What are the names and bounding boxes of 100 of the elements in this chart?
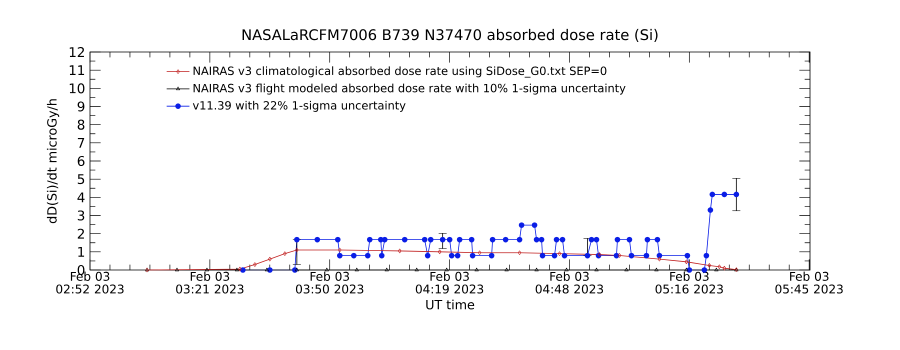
point	[234, 268, 239, 272]
point	[414, 268, 419, 272]
point	[502, 236, 508, 242]
point	[626, 236, 632, 242]
x-tick-label: Feb 03 04:19 2023	[416, 272, 484, 294]
point	[714, 268, 718, 272]
y-tick-label: 5	[78, 174, 84, 184]
point	[718, 264, 722, 269]
point	[554, 236, 560, 242]
point	[564, 268, 569, 272]
point	[708, 263, 712, 268]
x-tick-label: Feb 03 05:16 2023	[656, 272, 723, 294]
point	[722, 192, 728, 198]
point	[594, 268, 599, 272]
point	[584, 252, 590, 258]
point	[438, 250, 442, 254]
point	[446, 236, 452, 242]
point	[204, 268, 209, 272]
y-tick-label: 8	[78, 120, 84, 130]
point	[654, 268, 658, 272]
point	[474, 268, 479, 272]
point	[253, 262, 257, 267]
y-tick-label: 2	[78, 228, 84, 239]
point	[684, 252, 690, 258]
y-tick-label: 3	[78, 210, 84, 221]
point	[504, 268, 509, 272]
y-tick-label: 11	[70, 65, 84, 76]
point	[364, 252, 371, 258]
point	[518, 222, 524, 228]
point	[384, 268, 389, 272]
point	[540, 252, 546, 258]
point	[516, 236, 522, 242]
point	[588, 236, 594, 242]
x-tick-label: Feb 03 04:48 2023	[536, 272, 604, 294]
point	[644, 252, 650, 258]
point	[354, 268, 359, 272]
point	[448, 252, 454, 258]
point	[560, 236, 566, 242]
point	[283, 251, 287, 256]
point	[532, 222, 538, 228]
legend-label: v11.39 with 22% 1-sigma uncertainty	[192, 100, 406, 112]
point	[734, 192, 740, 198]
point	[658, 256, 662, 262]
point	[490, 236, 496, 242]
y-tick-label: 7	[78, 138, 84, 148]
point	[562, 252, 568, 258]
y-tick-label: 1	[78, 246, 84, 257]
point	[684, 268, 688, 272]
point	[378, 252, 385, 258]
y-tick-label: 10	[70, 83, 84, 94]
point	[444, 268, 449, 272]
point	[684, 260, 688, 264]
point	[454, 252, 460, 258]
point	[518, 250, 522, 256]
point	[534, 268, 539, 272]
point	[422, 236, 428, 242]
point	[264, 268, 269, 272]
y-axis-title: dD(Si)/dt microGy/h	[46, 99, 60, 224]
legend-label: NAIRAS v3 climatological absorbed dose rate using SiDose_G0.txt SEP=0	[194, 66, 606, 78]
point	[334, 236, 341, 242]
point	[614, 252, 620, 258]
point	[594, 236, 600, 242]
point	[424, 252, 430, 258]
y-tick-label: 6	[78, 156, 84, 166]
point	[468, 236, 474, 242]
y-tick-label: 12	[70, 47, 84, 57]
point	[628, 252, 634, 258]
point	[704, 252, 710, 258]
point	[336, 252, 343, 258]
point	[240, 267, 246, 273]
point	[295, 248, 299, 252]
point	[644, 236, 650, 242]
point	[366, 236, 373, 242]
point	[238, 266, 242, 272]
x-tick-label: Feb 03 03:21 2023	[176, 272, 244, 294]
point	[478, 250, 482, 256]
point	[314, 236, 320, 242]
y-tick-label: 4	[77, 192, 85, 202]
point	[402, 236, 408, 242]
point	[534, 236, 540, 242]
point	[456, 236, 462, 242]
point	[552, 252, 558, 258]
legend-label: NAIRAS v3 flight modeled absorbed dose rate with 10% 1-sigma uncertainty	[194, 84, 626, 95]
point	[398, 248, 402, 254]
point	[440, 236, 446, 242]
point	[722, 266, 726, 270]
point	[614, 236, 620, 242]
point	[268, 256, 272, 262]
point	[350, 252, 357, 258]
point	[708, 207, 714, 213]
point	[558, 251, 562, 256]
point	[710, 192, 716, 198]
x-tick-label: Feb 03 03:50 2023	[296, 272, 364, 294]
point	[654, 236, 660, 242]
point	[470, 252, 476, 258]
point	[624, 268, 628, 272]
point	[174, 268, 179, 272]
point	[618, 253, 622, 258]
point	[338, 248, 342, 252]
point	[488, 252, 494, 258]
